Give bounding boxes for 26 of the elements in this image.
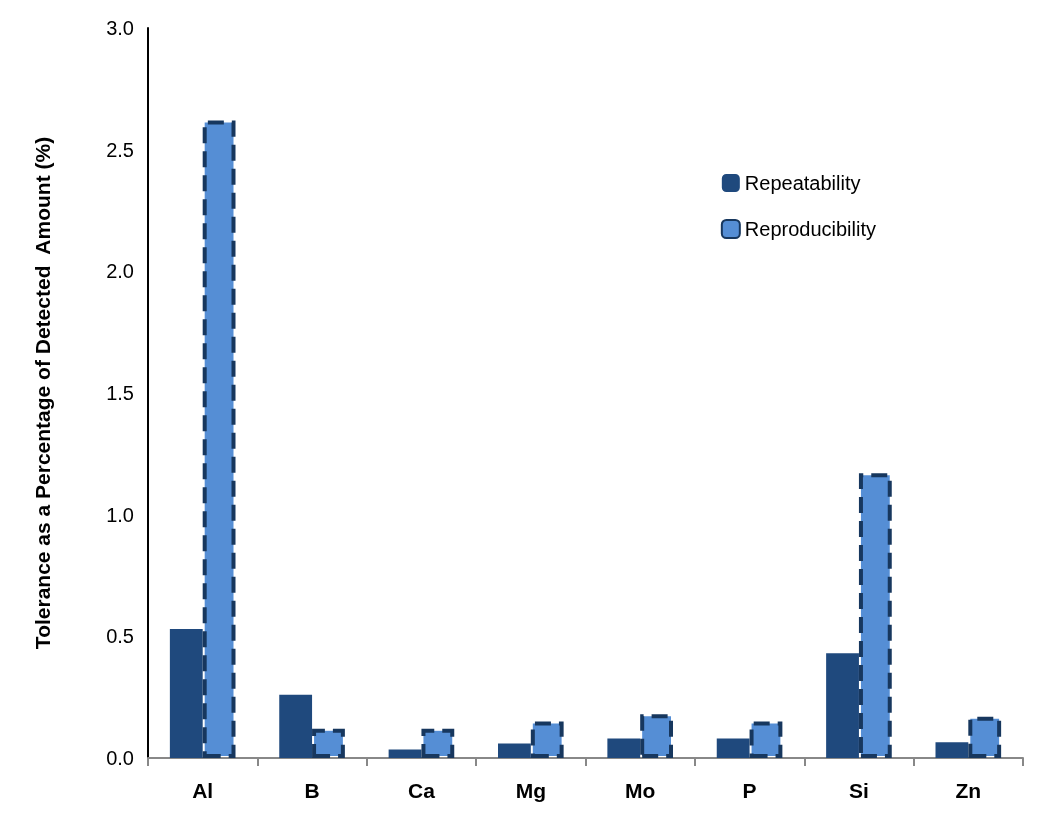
bar <box>826 653 859 758</box>
y-tick-label: 0.0 <box>106 747 134 769</box>
bar <box>935 742 969 758</box>
y-tick-label: 1.5 <box>106 382 134 404</box>
bar <box>169 629 203 758</box>
x-tick-label: Al <box>192 779 214 802</box>
x-tick-label: Si <box>849 779 869 802</box>
bar <box>498 743 531 758</box>
x-tick-label: Ca <box>408 779 436 802</box>
legend-label: Repeatability <box>744 172 861 194</box>
y-axis-title: Tolerance as a Percentage of Detected Amount (%) <box>31 136 54 650</box>
legend-label: Reproducibility <box>744 218 876 240</box>
bar <box>607 738 641 758</box>
bar <box>388 749 422 758</box>
y-tick-label: 2.5 <box>106 138 134 161</box>
x-tick-label: Zn <box>955 779 982 802</box>
y-tick-label: 2.0 <box>106 260 134 283</box>
x-tick-label: Mg <box>515 779 546 802</box>
y-tick-label: 0.5 <box>106 625 134 648</box>
x-tick-label: Mo <box>625 779 656 802</box>
x-tick-label: P <box>742 779 757 802</box>
y-tick-label: 3.0 <box>106 17 134 39</box>
bar <box>279 694 313 758</box>
y-tick-label: 1.0 <box>106 503 134 526</box>
x-tick-label: B <box>304 779 320 802</box>
bar <box>716 738 750 758</box>
